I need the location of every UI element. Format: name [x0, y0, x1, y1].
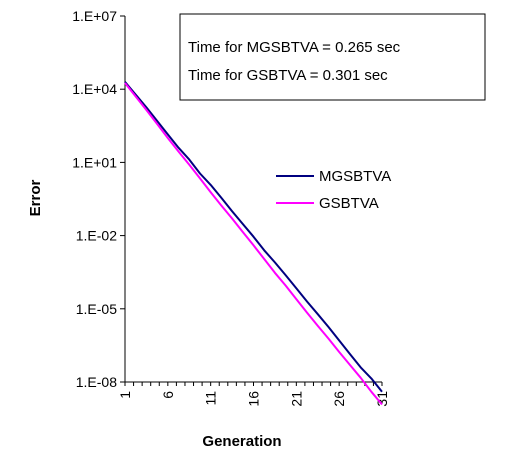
series-lines	[124, 81, 383, 406]
x-tick-label: 26	[331, 391, 347, 407]
y-axis-ticks: 1.E+07 1.E+04 1.E+01 1.E-02 1.E-05 1.E-08	[72, 8, 125, 390]
legend-label-mgsbtva: MGSBTVA	[319, 168, 391, 185]
annotation-mgsbtva-time: Time for MGSBTVA = 0.265 sec	[188, 39, 401, 56]
y-tick-label: 1.E-08	[76, 374, 117, 390]
x-tick-label: 16	[246, 391, 262, 407]
annotation-box: Time for MGSBTVA = 0.265 sec Time for GS…	[179, 13, 486, 101]
series-line-gsbtva	[124, 82, 383, 406]
annotation-gsbtva-time: Time for GSBTVA = 0.301 sec	[188, 67, 388, 84]
legend: MGSBTVA GSBTVA	[276, 168, 391, 212]
x-tick-label: 31	[374, 391, 390, 407]
y-axis-title: Error	[27, 180, 44, 217]
x-tick-label: 11	[203, 391, 219, 406]
y-tick-label: 1.E+07	[72, 8, 117, 24]
x-axis-title: Generation	[202, 433, 281, 450]
y-tick-label: 1.E+04	[72, 81, 117, 97]
x-tick-label: 21	[288, 391, 304, 407]
series-line-mgsbtva	[124, 81, 383, 393]
y-tick-label: 1.E+01	[72, 154, 117, 170]
x-tick-label: 6	[160, 391, 176, 399]
x-tick-label: 1	[117, 391, 133, 399]
legend-label-gsbtva: GSBTVA	[319, 195, 379, 212]
y-tick-label: 1.E-02	[76, 228, 117, 244]
x-axis-ticks: 1 6 11 16 21 26 31	[117, 382, 390, 407]
y-tick-label: 1.E-05	[76, 301, 117, 317]
